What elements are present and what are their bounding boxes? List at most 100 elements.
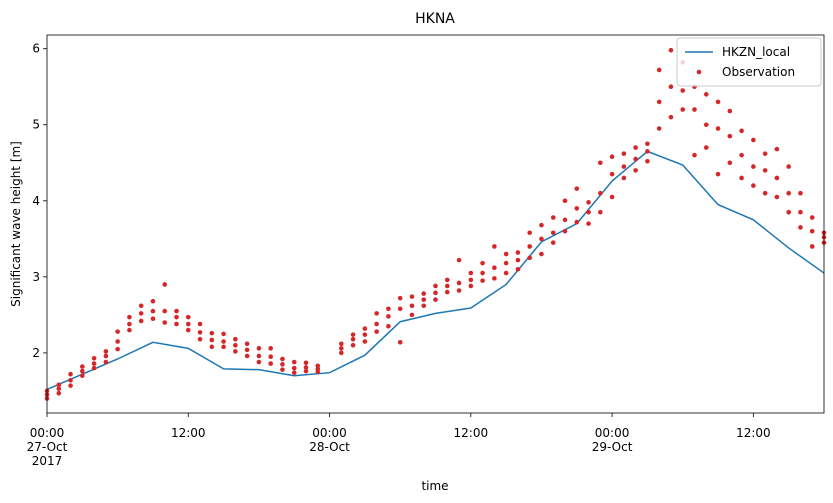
x-tick-label: 12:00 bbox=[171, 426, 206, 440]
observation-point bbox=[562, 198, 568, 204]
x-axis-label: time bbox=[421, 479, 448, 493]
observation-point bbox=[503, 270, 509, 276]
observation-point bbox=[668, 114, 674, 120]
observation-point bbox=[162, 308, 168, 314]
observation-point bbox=[550, 230, 556, 236]
observation-point bbox=[291, 359, 297, 365]
observation-point bbox=[91, 355, 97, 361]
observation-point bbox=[409, 303, 415, 309]
observation-point bbox=[350, 343, 356, 348]
observation-point bbox=[786, 164, 791, 169]
observation-point bbox=[503, 251, 509, 257]
observation-point bbox=[303, 360, 309, 366]
observation-point bbox=[574, 206, 580, 211]
observation-point bbox=[809, 228, 815, 234]
observation-point bbox=[444, 289, 450, 295]
observation-point bbox=[468, 277, 474, 283]
observation-point bbox=[374, 329, 379, 334]
observation-point bbox=[150, 298, 156, 304]
observation-point bbox=[397, 339, 403, 345]
observation-point bbox=[185, 314, 191, 320]
observation-point bbox=[586, 209, 591, 215]
observation-point bbox=[421, 291, 427, 296]
observation-point bbox=[209, 337, 215, 343]
observation-point bbox=[668, 47, 674, 53]
observation-point bbox=[150, 316, 156, 321]
observation-point bbox=[668, 84, 674, 90]
observation-point bbox=[468, 270, 474, 276]
observation-point bbox=[703, 145, 709, 150]
observation-point bbox=[762, 151, 768, 156]
observation-point bbox=[692, 107, 697, 112]
observation-point bbox=[492, 265, 497, 271]
observation-point bbox=[539, 222, 544, 228]
observation-point bbox=[739, 128, 744, 134]
observation-point bbox=[303, 368, 309, 374]
chart-title: HKNA bbox=[415, 11, 455, 27]
observation-point bbox=[221, 344, 226, 350]
observation-point bbox=[598, 160, 603, 166]
observation-point bbox=[762, 168, 768, 173]
x-tick-label: 12:00 bbox=[736, 426, 771, 440]
observation-point bbox=[645, 141, 650, 147]
observation-point bbox=[751, 137, 756, 143]
observation-point bbox=[362, 332, 368, 337]
observation-point bbox=[162, 320, 168, 325]
observation-point bbox=[645, 149, 650, 154]
observation-point bbox=[703, 122, 709, 128]
observation-point bbox=[91, 365, 97, 371]
observation-point bbox=[656, 126, 662, 131]
observation-point bbox=[56, 382, 62, 388]
observation-point bbox=[727, 108, 733, 114]
observation-point bbox=[409, 312, 415, 318]
legend-label: Observation bbox=[722, 65, 795, 79]
observation-point bbox=[798, 209, 803, 215]
observation-point bbox=[621, 151, 627, 156]
observation-point bbox=[645, 158, 650, 164]
observation-point bbox=[574, 186, 580, 191]
observation-point bbox=[127, 314, 132, 320]
observation-point bbox=[174, 321, 179, 327]
observation-point bbox=[339, 341, 344, 347]
observation-point bbox=[386, 323, 391, 329]
observation-point bbox=[715, 171, 721, 177]
observation-point bbox=[656, 99, 662, 105]
observation-point bbox=[209, 344, 215, 350]
x-tick-label: 12:00 bbox=[454, 426, 489, 440]
observation-point bbox=[598, 209, 603, 215]
observation-point bbox=[221, 339, 226, 344]
observation-point bbox=[562, 228, 568, 234]
observation-point bbox=[80, 373, 85, 379]
observation-point bbox=[291, 370, 297, 375]
observation-point bbox=[527, 255, 532, 261]
observation-point bbox=[244, 347, 250, 353]
observation-point bbox=[609, 154, 615, 159]
observation-point bbox=[103, 359, 109, 365]
observation-point bbox=[386, 306, 391, 312]
observation-point bbox=[727, 160, 733, 166]
observation-point bbox=[138, 303, 144, 309]
observation-point bbox=[350, 332, 356, 337]
observation-point bbox=[374, 311, 379, 316]
observation-point bbox=[386, 314, 391, 319]
observation-point bbox=[162, 282, 168, 287]
observation-point bbox=[91, 361, 97, 366]
observation-point bbox=[762, 190, 768, 196]
observation-point bbox=[362, 339, 368, 344]
y-tick-label: 2 bbox=[32, 346, 40, 360]
observation-point bbox=[80, 364, 85, 369]
observation-point bbox=[703, 92, 709, 97]
y-tick-label: 4 bbox=[32, 194, 40, 208]
observation-point bbox=[256, 353, 262, 359]
observation-point bbox=[492, 276, 497, 281]
observation-point bbox=[550, 240, 556, 245]
observation-point bbox=[339, 350, 344, 356]
observation-point bbox=[244, 353, 250, 359]
observation-point bbox=[397, 306, 403, 312]
observation-point bbox=[633, 156, 638, 162]
observation-point bbox=[433, 297, 438, 302]
observation-point bbox=[197, 330, 203, 335]
observation-point bbox=[115, 339, 120, 344]
observation-point bbox=[621, 164, 627, 169]
observation-point bbox=[656, 67, 662, 73]
